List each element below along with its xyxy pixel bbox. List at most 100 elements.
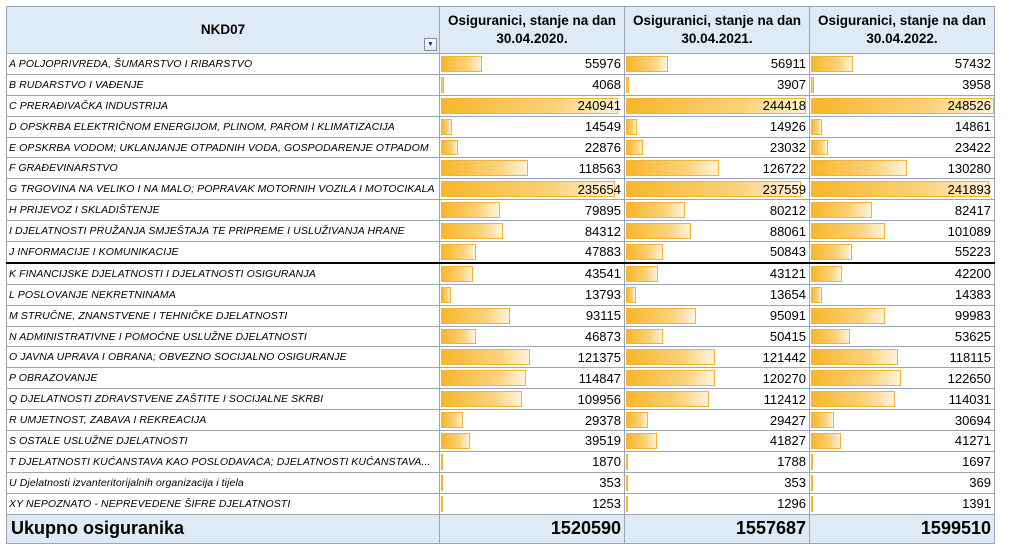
value-cell-2020[interactable]: 240941 (439, 94, 625, 117)
value-cell-2022[interactable]: 241893 (809, 178, 995, 201)
value-cell-2022[interactable]: 99983 (809, 304, 995, 327)
value-cell-2022[interactable]: 1697 (809, 450, 995, 473)
activity-name-cell[interactable]: G TRGOVINA NA VELIKO I NA MALO; POPRAVAK… (6, 178, 440, 201)
activity-name-cell[interactable]: D OPSKRBA ELEKTRIČNOM ENERGIJOM, PLINOM,… (6, 115, 440, 138)
value-cell-2020[interactable]: 84312 (439, 220, 625, 243)
total-label[interactable]: Ukupno osiguranika (6, 513, 440, 544)
value-cell-2021[interactable]: 88061 (624, 220, 810, 243)
activity-name-cell[interactable]: U Djelatnosti izvanteritorijalnih organi… (6, 471, 440, 494)
value-cell-2020[interactable]: 235654 (439, 178, 625, 201)
value-cell-2022[interactable]: 23422 (809, 136, 995, 159)
value-cell-2021[interactable]: 56911 (624, 53, 810, 75)
value-cell-2022[interactable]: 41271 (809, 430, 995, 452)
value-cell-2022[interactable]: 3958 (809, 73, 995, 96)
column-header-2020[interactable]: Osiguranici, stanje na dan 30.04.2020. (439, 6, 625, 54)
activity-name-cell[interactable]: Q DJELATNOSTI ZDRAVSTVENE ZAŠTITE I SOCI… (6, 388, 440, 411)
activity-name-cell[interactable]: I DJELATNOSTI PRUŽANJA SMJEŠTAJA TE PRIP… (6, 220, 440, 243)
value-cell-2021[interactable]: 353 (624, 471, 810, 494)
value-cell-2020[interactable]: 55976 (439, 53, 625, 75)
value-cell-2022[interactable]: 122650 (809, 367, 995, 390)
value-cell-2021[interactable]: 80212 (624, 199, 810, 222)
value-cell-2021[interactable]: 29427 (624, 409, 810, 432)
activity-name-cell[interactable]: L POSLOVANJE NEKRETNINAMA (6, 283, 440, 306)
value-cell-2022[interactable]: 53625 (809, 325, 995, 348)
value-cell-2020[interactable]: 121375 (439, 346, 625, 369)
value-cell-2021[interactable]: 3907 (624, 73, 810, 96)
activity-name-cell[interactable]: T DJELATNOSTI KUĆANSTAVA KAO POSLODAVACA… (6, 450, 440, 473)
value-cell-2020[interactable]: 93115 (439, 304, 625, 327)
value-cell-2022[interactable]: 248526 (809, 94, 995, 117)
value-cell-2020[interactable]: 1253 (439, 492, 625, 515)
value-cell-2021[interactable]: 43121 (624, 261, 810, 285)
value-cell-2022[interactable]: 55223 (809, 241, 995, 264)
value-cell-2020[interactable]: 1870 (439, 450, 625, 473)
value-cell-2021[interactable]: 244418 (624, 94, 810, 117)
value-cell-2022[interactable]: 82417 (809, 199, 995, 222)
activity-name-cell[interactable]: M STRUČNE, ZNANSTVENE I TEHNIČKE DJELATN… (6, 304, 440, 327)
value-cell-2020[interactable]: 46873 (439, 325, 625, 348)
activity-name-cell[interactable]: K FINANCIJSKE DJELATNOSTI I DJELATNOSTI … (6, 261, 440, 285)
value-cell-2020[interactable]: 109956 (439, 388, 625, 411)
value-cell-2022[interactable]: 42200 (809, 261, 995, 285)
activity-name-cell[interactable]: F GRAĐEVINARSTVO (6, 157, 440, 180)
value-cell-2020[interactable]: 29378 (439, 409, 625, 432)
column-header-2022[interactable]: Osiguranici, stanje na dan 30.04.2022. (809, 6, 995, 54)
activity-name-cell[interactable]: B RUDARSTVO I VAĐENJE (6, 73, 440, 96)
nkd-header-cell[interactable]: NKD07 ▼ (6, 6, 440, 54)
value-cell-2020[interactable]: 353 (439, 471, 625, 494)
value-cell-2021[interactable]: 14926 (624, 115, 810, 138)
activity-name-cell[interactable]: P OBRAZOVANJE (6, 367, 440, 390)
activity-name-cell[interactable]: S OSTALE USLUŽNE DJELATNOSTI (6, 430, 440, 452)
value-cell-2020[interactable]: 118563 (439, 157, 625, 180)
activity-name-cell[interactable]: C PRERAĐIVAČKA INDUSTRIJA (6, 94, 440, 117)
total-2020[interactable]: 1520590 (439, 513, 625, 544)
value-cell-2022[interactable]: 14383 (809, 283, 995, 306)
value-cell-2021[interactable]: 50415 (624, 325, 810, 348)
value-cell-2022[interactable]: 130280 (809, 157, 995, 180)
value-cell-2022[interactable]: 114031 (809, 388, 995, 411)
value-cell-2022[interactable]: 57432 (809, 53, 995, 75)
value-cell-2021[interactable]: 23032 (624, 136, 810, 159)
value-cell-2021[interactable]: 237559 (624, 178, 810, 201)
column-header-2021[interactable]: Osiguranici, stanje na dan 30.04.2021. (624, 6, 810, 54)
value-cell-2021[interactable]: 95091 (624, 304, 810, 327)
value-cell-2020[interactable]: 4068 (439, 73, 625, 96)
value-cell-2021[interactable]: 1296 (624, 492, 810, 515)
value-cell-2022[interactable]: 14861 (809, 115, 995, 138)
dropdown-filter-icon[interactable]: ▼ (424, 38, 437, 51)
activity-name-cell[interactable]: XY NEPOZNATO - NEPREVEDENE ŠIFRE DJELATN… (6, 492, 440, 515)
value-cell-2020[interactable]: 79895 (439, 199, 625, 222)
activity-name-cell[interactable]: N ADMINISTRATIVNE I POMOĆNE USLUŽNE DJEL… (6, 325, 440, 348)
value-cell-2022[interactable]: 369 (809, 471, 995, 494)
value-cell-2021[interactable]: 126722 (624, 157, 810, 180)
activity-name-cell[interactable]: J INFORMACIJE I KOMUNIKACIJE (6, 241, 440, 264)
activity-name-cell[interactable]: H PRIJEVOZ I SKLADIŠTENJE (6, 199, 440, 222)
value-cell-2021[interactable]: 1788 (624, 450, 810, 473)
activity-name-cell[interactable]: A POLJOPRIVREDA, ŠUMARSTVO I RIBARSTVO (6, 53, 440, 75)
value-cell-2020[interactable]: 47883 (439, 241, 625, 264)
total-2022[interactable]: 1599510 (809, 513, 995, 544)
value-cell-2020[interactable]: 114847 (439, 367, 625, 390)
data-bar (626, 349, 715, 366)
activity-name-cell[interactable]: R UMJETNOST, ZABAVA I REKREACIJA (6, 409, 440, 432)
value-cell-2021[interactable]: 121442 (624, 346, 810, 369)
activity-name-cell[interactable]: E OPSKRBA VODOM; UKLANJANJE OTPADNIH VOD… (6, 136, 440, 159)
activity-name-cell[interactable]: O JAVNA UPRAVA I OBRANA; OBVEZNO SOCIJAL… (6, 346, 440, 369)
value-number: 41271 (954, 433, 991, 449)
value-cell-2022[interactable]: 30694 (809, 409, 995, 432)
value-cell-2020[interactable]: 13793 (439, 283, 625, 306)
value-cell-2021[interactable]: 41827 (624, 430, 810, 452)
value-cell-2021[interactable]: 13654 (624, 283, 810, 306)
value-cell-2021[interactable]: 112412 (624, 388, 810, 411)
value-cell-2022[interactable]: 101089 (809, 220, 995, 243)
value-cell-2021[interactable]: 50843 (624, 241, 810, 264)
total-2021[interactable]: 1557687 (624, 513, 810, 544)
value-cell-2020[interactable]: 43541 (439, 261, 625, 285)
value-cell-2022[interactable]: 118115 (809, 346, 995, 369)
table-row: XY NEPOZNATO - NEPREVEDENE ŠIFRE DJELATN… (6, 492, 995, 515)
value-cell-2020[interactable]: 14549 (439, 115, 625, 138)
value-cell-2022[interactable]: 1391 (809, 492, 995, 515)
value-cell-2021[interactable]: 120270 (624, 367, 810, 390)
value-cell-2020[interactable]: 39519 (439, 430, 625, 452)
value-cell-2020[interactable]: 22876 (439, 136, 625, 159)
